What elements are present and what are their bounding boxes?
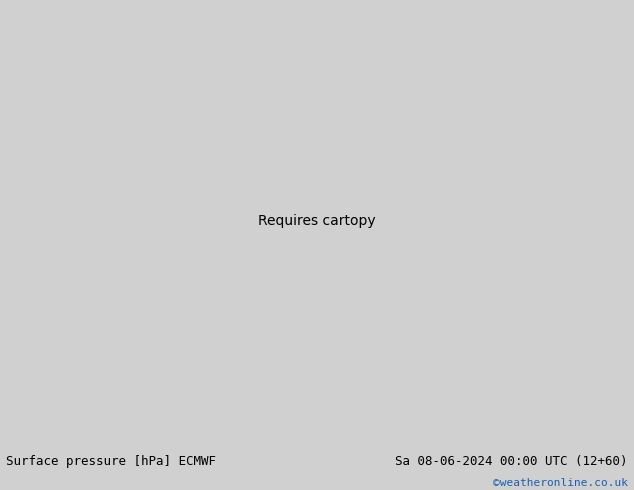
Text: ©weatheronline.co.uk: ©weatheronline.co.uk xyxy=(493,478,628,488)
Text: Surface pressure [hPa] ECMWF: Surface pressure [hPa] ECMWF xyxy=(6,455,216,467)
Text: Requires cartopy: Requires cartopy xyxy=(258,214,376,227)
Text: Sa 08-06-2024 00:00 UTC (12+60): Sa 08-06-2024 00:00 UTC (12+60) xyxy=(395,455,628,467)
